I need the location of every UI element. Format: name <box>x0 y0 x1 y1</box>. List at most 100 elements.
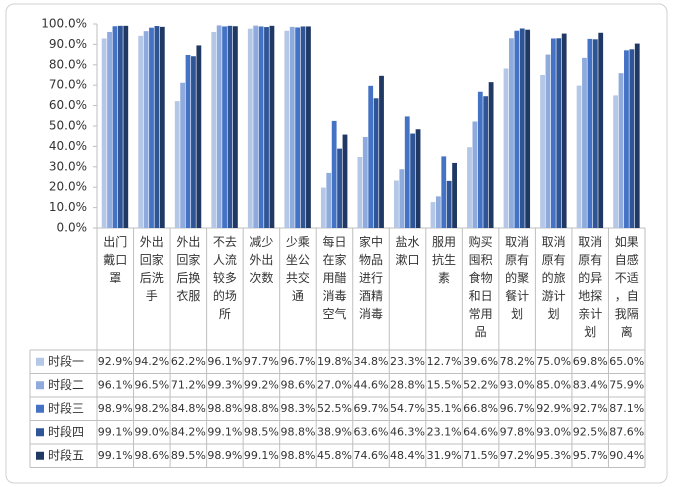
table-cell: 12.7% <box>427 355 462 368</box>
bar <box>216 25 222 229</box>
bar <box>467 147 472 228</box>
bar <box>587 38 593 228</box>
table-cell: 78.2% <box>500 355 535 368</box>
bar <box>123 25 129 229</box>
bar <box>138 35 144 228</box>
y-tick-label: 90.0% <box>49 37 87 51</box>
table-cell: 54.7% <box>390 402 425 415</box>
y-tick-label: 30.0% <box>49 159 87 173</box>
table-cell: 93.0% <box>500 378 535 391</box>
bar <box>362 137 368 228</box>
y-tick-label: 70.0% <box>49 78 87 92</box>
bar <box>624 50 629 228</box>
bar <box>629 49 635 228</box>
x-tick-label: 减少外出次数 <box>249 235 273 285</box>
legend-label: 时段二 <box>48 377 84 392</box>
table-cell: 98.2% <box>134 402 169 415</box>
bar <box>107 31 112 229</box>
table-cell: 96.7% <box>280 355 315 368</box>
bar <box>331 120 337 228</box>
table-cell: 92.5% <box>573 425 608 438</box>
bar <box>430 202 436 228</box>
y-tick-label: 100.0% <box>41 17 87 31</box>
table-cell: 99.1% <box>244 449 279 462</box>
bar <box>435 196 441 228</box>
table-cell: 98.6% <box>134 449 169 462</box>
bar <box>556 38 562 228</box>
table-cell: 87.6% <box>609 425 644 438</box>
bar <box>295 27 301 228</box>
bar <box>540 75 545 228</box>
table-cell: 69.7% <box>354 402 389 415</box>
bar <box>519 28 525 228</box>
table-cell: 71.5% <box>463 449 498 462</box>
bar <box>227 25 233 229</box>
legend-swatch <box>36 451 44 460</box>
table-cell: 98.5% <box>244 425 279 438</box>
table-cell: 92.9% <box>98 355 133 368</box>
bar <box>337 148 342 228</box>
table-cell: 99.3% <box>207 378 242 391</box>
x-tick-label: 服用抗生素 <box>432 235 456 285</box>
bar <box>441 156 447 228</box>
table-cell: 34.8% <box>354 355 389 368</box>
bar <box>300 26 306 229</box>
x-tick-label: 出门戴口罩 <box>103 234 127 285</box>
table-cell: 98.8% <box>207 402 242 415</box>
table-cell: 98.3% <box>280 402 315 415</box>
table-cell: 95.3% <box>536 449 571 462</box>
legend-label: 时段三 <box>48 400 84 415</box>
bar <box>514 30 520 229</box>
table-cell: 45.8% <box>317 449 352 462</box>
bar <box>112 26 118 228</box>
bar <box>373 98 379 228</box>
bar <box>342 134 348 228</box>
bar <box>264 27 269 229</box>
table-cell: 28.8% <box>390 378 425 391</box>
legend-swatch <box>36 404 44 413</box>
table-cell: 98.9% <box>207 449 242 462</box>
bar <box>618 73 624 228</box>
bar <box>258 26 264 229</box>
y-tick-label: 80.0% <box>49 57 87 71</box>
table-cell: 85.0% <box>536 378 571 391</box>
table-cell: 75.0% <box>536 355 571 368</box>
x-tick-label: 外出回家后换衣服 <box>176 235 200 303</box>
table-cell: 46.3% <box>390 425 425 438</box>
bar <box>368 85 374 228</box>
x-tick-label: 家中物品进行酒精消毒 <box>359 234 383 321</box>
y-tick-label: 50.0% <box>49 119 87 133</box>
table-cell: 99.2% <box>244 378 279 391</box>
bar <box>180 82 186 228</box>
bar <box>634 43 640 228</box>
table-cell: 97.2% <box>500 449 535 462</box>
table-cell: 93.0% <box>536 425 571 438</box>
frame <box>5 3 668 484</box>
bar <box>154 26 160 229</box>
table-cell: 92.7% <box>573 402 608 415</box>
table-cell: 89.5% <box>171 449 206 462</box>
bar <box>399 169 405 228</box>
table-cell: 83.4% <box>573 378 608 391</box>
bar <box>117 25 123 229</box>
bar <box>525 29 531 228</box>
table-cell: 97.7% <box>244 355 279 368</box>
bar <box>306 26 311 229</box>
bar <box>320 187 326 228</box>
legend-swatch <box>36 428 44 437</box>
bar <box>185 55 191 229</box>
legend-swatch <box>36 381 44 390</box>
table-cell: 62.2% <box>171 355 206 368</box>
table-cell: 94.2% <box>134 355 169 368</box>
bar <box>357 157 363 228</box>
bar <box>101 38 107 228</box>
table-cell: 99.1% <box>207 425 242 438</box>
table-cell: 44.6% <box>354 378 389 391</box>
y-tick-label: 20.0% <box>49 180 87 194</box>
table-cell: 74.6% <box>354 449 389 462</box>
bar <box>404 116 410 228</box>
table-cell: 87.1% <box>609 402 644 415</box>
table-cell: 95.7% <box>573 449 608 462</box>
table-cell: 90.4% <box>609 449 644 462</box>
bar <box>159 26 165 228</box>
